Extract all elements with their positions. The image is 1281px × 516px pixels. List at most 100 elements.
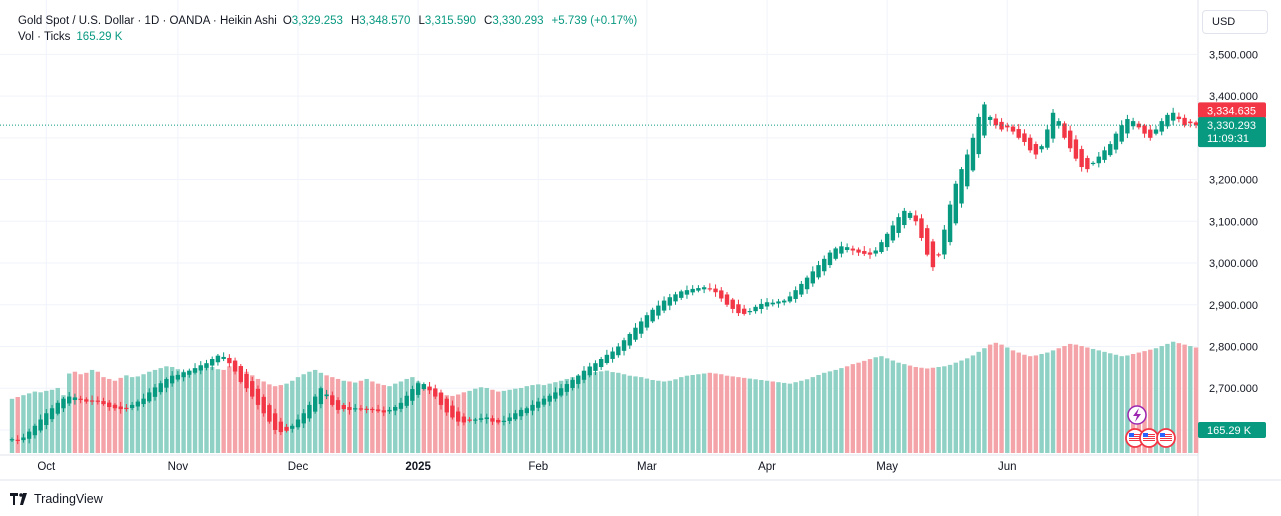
flag-canton <box>1160 433 1165 437</box>
candle-body <box>1142 125 1147 134</box>
candle-body <box>564 384 570 392</box>
candle-body <box>1010 126 1016 132</box>
candle-body <box>684 290 690 295</box>
volume-bar <box>204 364 209 453</box>
volume-bar <box>530 385 535 453</box>
candle-body <box>192 368 198 373</box>
candle-body <box>518 409 524 417</box>
candle-body <box>1159 121 1164 132</box>
candle-body <box>124 407 129 410</box>
volume-bar <box>187 370 192 453</box>
volume-bar <box>238 368 243 453</box>
candle-body <box>907 212 913 218</box>
candle-body <box>450 405 455 418</box>
volume-bar <box>576 375 581 453</box>
flag-stripe <box>1129 440 1141 441</box>
candle-body <box>776 301 781 304</box>
volume-bar <box>759 380 764 453</box>
x-tick-label: Feb <box>528 461 548 473</box>
volume-bar <box>621 374 627 453</box>
candle-body <box>375 409 381 412</box>
candle-body <box>438 392 444 405</box>
volume-bar <box>1005 347 1010 453</box>
candle-body <box>473 419 478 421</box>
tradingview-brand[interactable]: TradingView <box>10 491 103 507</box>
volume-label[interactable]: Vol · Ticks <box>18 31 71 43</box>
volume-bar <box>581 374 587 453</box>
candle-body <box>1096 156 1101 164</box>
volume-bar <box>730 376 735 453</box>
volume-bar <box>450 395 455 453</box>
candle-body <box>1085 158 1090 170</box>
volume-bar <box>804 379 810 453</box>
candle-body <box>913 215 918 222</box>
time-axis[interactable]: Oct Nov Dec 2025 Feb Mar Apr May Jun <box>37 461 1016 473</box>
currency-button[interactable]: USD <box>1202 10 1268 34</box>
volume-bar <box>970 355 976 453</box>
volume-bar <box>1050 350 1056 453</box>
volume-bar <box>1119 356 1124 453</box>
volume-bar <box>9 398 15 453</box>
candle-body <box>541 398 547 405</box>
candle-body <box>141 398 146 405</box>
candle-body <box>953 183 958 224</box>
x-tick-label: Jun <box>998 461 1017 473</box>
volume-bar <box>164 366 169 453</box>
candle-body <box>175 374 181 380</box>
candle-body <box>690 288 695 293</box>
candle-body <box>318 388 324 405</box>
volume-bar <box>1130 354 1136 453</box>
flag-stripe <box>1129 438 1141 439</box>
volume-bar <box>776 382 781 453</box>
candle-body <box>639 321 644 334</box>
volume-bar <box>764 380 770 453</box>
candle-body <box>198 365 203 371</box>
volume-bar <box>141 374 146 453</box>
volume-bar <box>919 367 924 453</box>
volume-bar <box>215 369 221 453</box>
volume-bar <box>324 375 329 453</box>
volume-bar <box>1045 352 1050 453</box>
candle-body <box>478 418 484 420</box>
candle-body <box>701 287 707 290</box>
volume-bar <box>341 380 346 453</box>
flag-stripe <box>1143 434 1155 435</box>
y-tick-label: 2,700.000 <box>1209 383 1258 395</box>
candle-body <box>999 121 1004 130</box>
candle-body <box>1039 146 1044 150</box>
volume-bar <box>192 368 198 453</box>
volume-bar <box>21 395 26 453</box>
symbol-title[interactable]: Gold Spot / U.S. Dollar · 1D · OANDA · H… <box>18 15 277 27</box>
candle-body <box>867 252 873 255</box>
candle-body <box>415 383 421 395</box>
volume-bar <box>375 383 381 453</box>
volume-bar <box>255 378 261 453</box>
candle-body <box>1188 121 1193 124</box>
volume-bar <box>867 359 873 453</box>
candle-body <box>267 405 272 422</box>
candle-body <box>353 408 358 410</box>
candle-body <box>1170 112 1176 121</box>
volume-bar <box>358 380 364 453</box>
candle-body <box>558 388 564 396</box>
volume-bar <box>421 384 427 453</box>
candle-body <box>1050 112 1056 139</box>
candle-body <box>759 303 764 310</box>
volume-bar <box>393 383 398 453</box>
volume-bar <box>284 383 289 453</box>
candle-body <box>1068 130 1073 149</box>
candle-body <box>484 417 489 420</box>
flag-canton <box>1143 433 1148 437</box>
candle-body <box>410 389 415 401</box>
volume-bar <box>78 374 83 453</box>
event-markers[interactable] <box>1125 405 1176 448</box>
flag-stripe <box>1129 436 1141 437</box>
candle-body <box>782 300 787 303</box>
volume-bar <box>930 367 936 453</box>
candle-body <box>896 217 901 233</box>
volume-bar <box>1027 356 1033 453</box>
price-axis[interactable]: 2,600.0002,700.0002,800.0002,900.0003,00… <box>1209 49 1258 437</box>
volume-bar <box>884 358 890 453</box>
